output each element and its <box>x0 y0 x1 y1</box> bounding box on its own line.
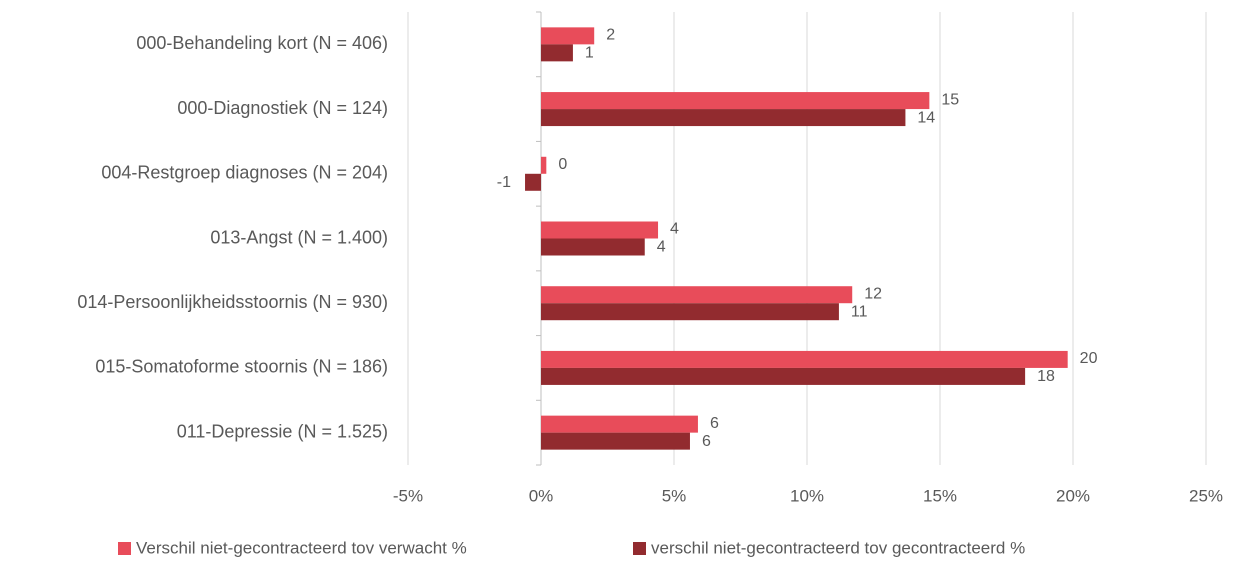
data-label: 4 <box>657 239 666 256</box>
y-tick-label: 000-Diagnostiek (N = 124) <box>177 98 388 118</box>
x-tick-label: -5% <box>393 486 423 505</box>
data-label: 6 <box>710 415 719 432</box>
data-label: 4 <box>670 221 679 238</box>
y-tick-label: 013-Angst (N = 1.400) <box>210 227 388 247</box>
legend-swatch <box>118 542 131 555</box>
data-label: 12 <box>864 285 882 302</box>
legend-swatch <box>633 542 646 555</box>
bar <box>541 156 547 174</box>
data-label: 1 <box>585 45 594 62</box>
data-label: 14 <box>917 109 935 126</box>
x-tick-label: 5% <box>662 486 687 505</box>
x-tick-label: 25% <box>1189 486 1223 505</box>
data-label: 20 <box>1080 350 1098 367</box>
bar <box>541 303 839 321</box>
data-label: 18 <box>1037 368 1055 385</box>
legend-label: Verschil niet-gecontracteerd tov verwach… <box>136 538 467 557</box>
y-tick-label: 014-Persoonlijkheidsstoornis (N = 930) <box>77 292 388 312</box>
bar <box>541 367 1026 385</box>
data-label: 11 <box>851 303 868 320</box>
bar <box>541 27 595 45</box>
bar <box>541 92 930 110</box>
x-tick-label: 10% <box>790 486 824 505</box>
data-label: -1 <box>497 174 511 191</box>
bar <box>541 109 906 127</box>
legend-label: verschil niet-gecontracteerd tov gecontr… <box>651 538 1025 557</box>
data-label: 0 <box>558 156 567 173</box>
bar <box>541 286 853 304</box>
data-label: 6 <box>702 433 711 450</box>
bar <box>541 44 573 62</box>
y-tick-label: 015-Somatoforme stoornis (N = 186) <box>95 357 388 377</box>
bar <box>541 221 659 239</box>
y-tick-label: 000-Behandeling kort (N = 406) <box>136 33 388 53</box>
x-tick-label: 15% <box>923 486 957 505</box>
data-label: 2 <box>606 27 615 44</box>
y-tick-label: 011-Depressie (N = 1.525) <box>177 421 388 441</box>
x-tick-label: 20% <box>1056 486 1090 505</box>
bar <box>541 415 698 433</box>
bar <box>541 238 645 256</box>
bar <box>541 432 690 450</box>
x-tick-label: 0% <box>529 486 554 505</box>
bar <box>525 173 541 191</box>
y-tick-label: 004-Restgroep diagnoses (N = 204) <box>101 163 388 183</box>
data-label: 15 <box>941 91 959 108</box>
bar <box>541 350 1068 368</box>
